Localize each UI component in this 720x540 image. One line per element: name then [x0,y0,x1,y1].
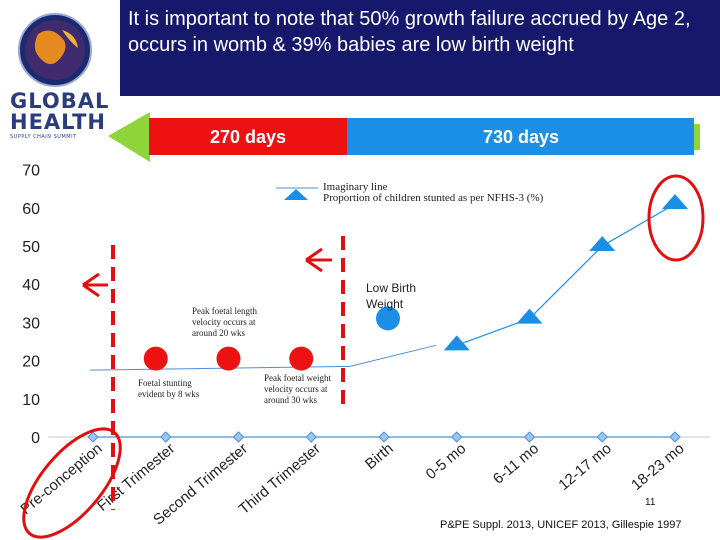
imaginary-line-point [232,431,245,443]
globe-icon [18,13,92,87]
x-tick-label: 6-11 mo [490,440,542,488]
imaginary-line-upper-tail [349,344,437,367]
y-tick-label: 30 [22,315,40,332]
logo-text-global: GLOBAL [10,89,110,113]
red-dot-marker [216,346,241,371]
x-tick-label: 12-17 mo [555,440,614,494]
series-line-1 [456,203,676,346]
y-axis: 0 10 20 30 40 50 60 70 [22,163,40,447]
low-birth-weight-label-line1: Low Birth [366,281,416,295]
imaginary-line-point [378,431,390,443]
logo-text-health: HEALTH [10,110,106,134]
summit-logo: GLOBAL HEALTH SUPPLY CHAIN SUMMIT [0,0,118,140]
imaginary-line-point [669,431,681,443]
imaginary-line-point [596,431,608,443]
marker-layer [143,306,400,371]
highlight-ellipse-preconception [22,427,122,539]
annotation-foetal-stunting: Foetal stunting evident by 8 wks [138,378,200,399]
left-arrow-icon [305,247,332,273]
y-tick-label: 0 [31,430,40,447]
x-tick-label: 0-5 mo [423,440,470,483]
y-tick-label: 60 [22,201,40,218]
imaginary-line-point [523,431,536,443]
timeline-blue-segment [347,118,694,155]
left-arrow-icon [82,272,108,298]
y-tick-label: 50 [22,239,40,256]
imaginary-line-point [305,431,317,443]
chart-legend: Imaginary line Proportion of children st… [276,181,544,204]
timeline-bar: 270 days 730 days [108,112,700,162]
highlight-ellipse-18-23mo [647,174,705,262]
timeline-label-270: 270 days [210,127,286,147]
logo-text-summit: SUPPLY CHAIN SUMMIT [10,134,77,140]
source-footnote: P&PE Suppl. 2013, UNICEF 2013, Gillespie… [440,519,682,531]
stunted-point [443,335,470,351]
y-tick-label: 20 [22,354,40,371]
timeline-red-segment [149,118,347,155]
slide-title: It is important to note that 50% growth … [128,8,691,56]
imaginary-line-point [87,431,99,443]
imaginary-line-point [451,431,463,443]
low-birth-weight-dot [376,306,400,331]
low-birth-weight-label-line2: Weight [366,297,404,311]
stunted-point [662,193,688,209]
series-layer [87,193,688,443]
timeline-label-730: 730 days [483,127,559,147]
stunted-point [589,236,616,251]
legend-imaginary-line: Imaginary line [323,181,388,193]
x-tick-label: 18-23 mo [628,440,687,494]
annotation-peak-length: Peak foetal length velocity occurs at ar… [192,306,257,338]
page-number: 11 [645,497,656,508]
x-tick-label: Birth [362,440,397,473]
y-tick-label: 40 [22,277,40,294]
y-tick-label: 10 [22,392,40,409]
legend-stunted-triangle [284,189,308,200]
title-bar [120,0,720,96]
annotation-peak-weight: Peak foetal weight velocity occurs at ar… [264,373,331,405]
imaginary-line-point [160,431,172,443]
red-dot-marker [143,346,168,371]
red-dot-marker [289,346,314,371]
legend-stunted: Proportion of children stunted as per NF… [323,192,544,204]
stunted-point [516,308,543,324]
y-tick-label: 70 [22,163,40,180]
